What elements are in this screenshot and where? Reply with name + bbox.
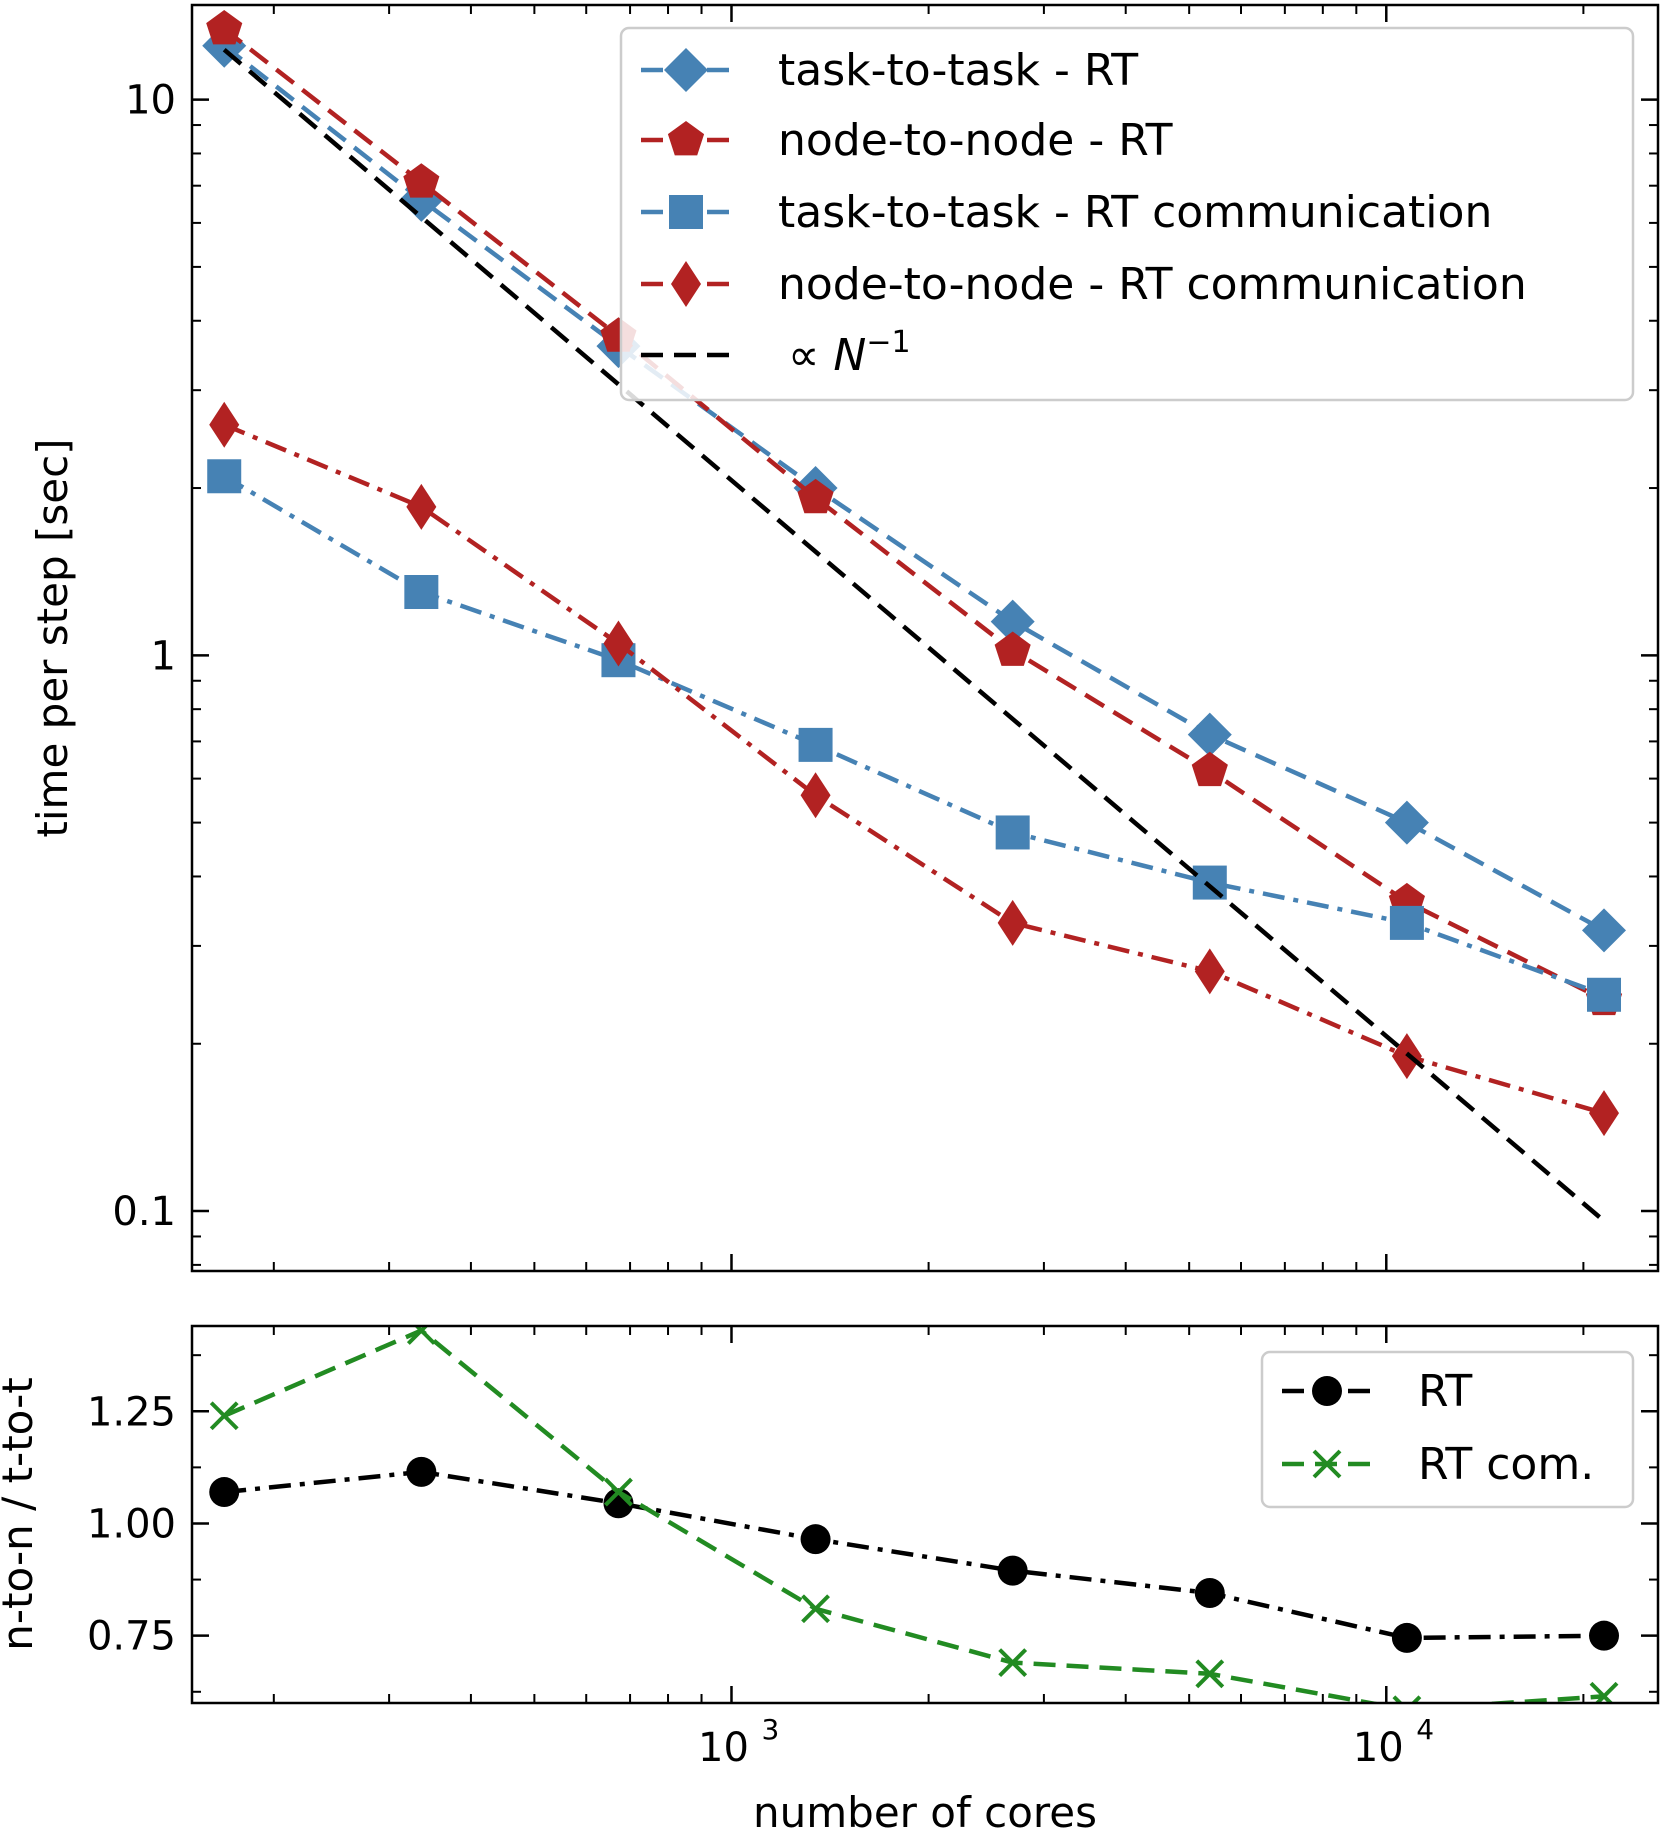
data-point — [207, 459, 242, 494]
legend-label: RT — [1418, 1366, 1472, 1417]
data-point — [800, 772, 831, 819]
data-point — [1589, 1620, 1620, 1651]
data-point — [404, 575, 439, 610]
data-point — [209, 1401, 239, 1431]
series-node-to-node-rt — [206, 10, 1623, 1016]
data-point — [1187, 712, 1232, 757]
data-point — [1195, 1659, 1225, 1689]
y-tick-label: 1 — [151, 633, 176, 679]
data-point — [1589, 1681, 1619, 1703]
legend-marker — [667, 121, 705, 156]
bottom-panel: 10 3 10 4 1.25 1.00 0.75 RT RT com. n-to-n / t-… — [0, 1324, 1660, 1837]
data-point — [1582, 908, 1627, 953]
bottom-legend: RT RT com. — [1260, 1350, 1635, 1509]
data-point — [1389, 905, 1424, 940]
data-point — [604, 1477, 633, 1507]
x-axis-label: number of cores — [753, 1788, 1097, 1837]
legend-marker — [669, 195, 703, 229]
legend-label: task-to-task - RT communication — [778, 187, 1492, 238]
data-point — [603, 620, 634, 667]
top-legend: task-to-task - RT node-to-node - RT task-t… — [619, 26, 1635, 402]
top-ticks: 10 1 0.1 — [112, 5, 1658, 1271]
data-point — [797, 478, 834, 514]
y-tick-label: 0.1 — [112, 1189, 176, 1235]
data-point — [406, 483, 437, 530]
data-point — [801, 1594, 830, 1624]
series-node-to-node-rt-communication — [209, 401, 1620, 1137]
series-line — [222, 47, 1606, 1223]
y-tick-label: 1.00 — [87, 1501, 176, 1547]
series-line — [223, 1327, 1605, 1703]
legend-entry: RT com. — [1282, 1439, 1594, 1490]
legend-marker — [1312, 1376, 1342, 1406]
legend-entry: task-to-task - RT communication — [641, 187, 1492, 238]
data-point — [995, 815, 1030, 850]
data-point — [994, 631, 1031, 666]
legend-label: RT com. — [1418, 1439, 1594, 1490]
series-line — [223, 1469, 1605, 1641]
legend-entry: task-to-task - RT — [641, 45, 1138, 96]
data-point — [997, 899, 1028, 946]
x-tick-label: 10 — [698, 1725, 749, 1771]
bottom-series — [209, 1326, 1620, 1703]
series-proportional-n-inverse — [222, 47, 1606, 1223]
bottom-y-axis-label: n-to-n / t-to-t — [0, 1377, 42, 1651]
data-point — [990, 599, 1035, 644]
data-point — [798, 727, 833, 762]
x-tick-exponent: 3 — [761, 1713, 779, 1746]
series-task-to-task-rt-communication — [207, 459, 1622, 1012]
data-point — [998, 1648, 1028, 1678]
x-tick-label: 10 — [1353, 1725, 1404, 1771]
legend-entry: ∝ N−1 — [641, 325, 911, 381]
legend-marker — [664, 48, 708, 92]
legend-entry: RT — [1282, 1366, 1472, 1417]
data-point — [997, 1555, 1028, 1586]
data-point — [1589, 1090, 1620, 1137]
bottom-ticks: 10 3 10 4 1.25 1.00 0.75 — [87, 1326, 1658, 1771]
data-point — [1392, 1695, 1422, 1703]
top-panel: 10 1 0.1 task-to-task - RT node-to-node - R… — [28, 3, 1660, 1273]
top-y-axis-label: time per step [sec] — [28, 438, 77, 837]
y-tick-label: 10 — [125, 78, 176, 124]
data-point — [406, 1326, 436, 1345]
legend-frame — [619, 26, 1635, 402]
data-point — [403, 163, 440, 198]
legend-label: task-to-task - RT — [778, 45, 1138, 96]
legend-label: node-to-node - RT communication — [778, 259, 1527, 310]
data-point — [1191, 751, 1228, 787]
legend-marker — [671, 261, 701, 307]
data-point — [209, 1477, 240, 1508]
data-point — [209, 401, 240, 448]
top-plot-frame — [190, 3, 1660, 1273]
data-point — [1384, 800, 1429, 845]
bottom-plot-frame — [190, 1324, 1660, 1705]
data-point — [206, 10, 243, 45]
series-rt-com — [209, 1326, 1619, 1703]
legend-label: node-to-node - RT — [778, 115, 1173, 166]
data-point — [1194, 948, 1225, 995]
series-line — [223, 422, 1605, 1116]
series-rt — [209, 1456, 1620, 1653]
legend-entry: node-to-node - RT communication — [641, 259, 1527, 310]
x-tick-exponent: 4 — [1416, 1713, 1434, 1746]
y-tick-label: 0.75 — [87, 1614, 176, 1660]
top-series — [202, 10, 1627, 1223]
data-point — [1194, 1578, 1225, 1609]
legend-entry: node-to-node - RT — [641, 115, 1173, 166]
data-point — [800, 1524, 831, 1555]
data-point — [1391, 1622, 1422, 1653]
legend-marker — [1312, 1449, 1342, 1479]
y-tick-label: 1.25 — [87, 1389, 176, 1435]
legend-label: ∝ N−1 — [788, 325, 911, 381]
data-point — [406, 1456, 437, 1487]
series-line — [222, 27, 1606, 1002]
data-point — [1587, 977, 1622, 1012]
